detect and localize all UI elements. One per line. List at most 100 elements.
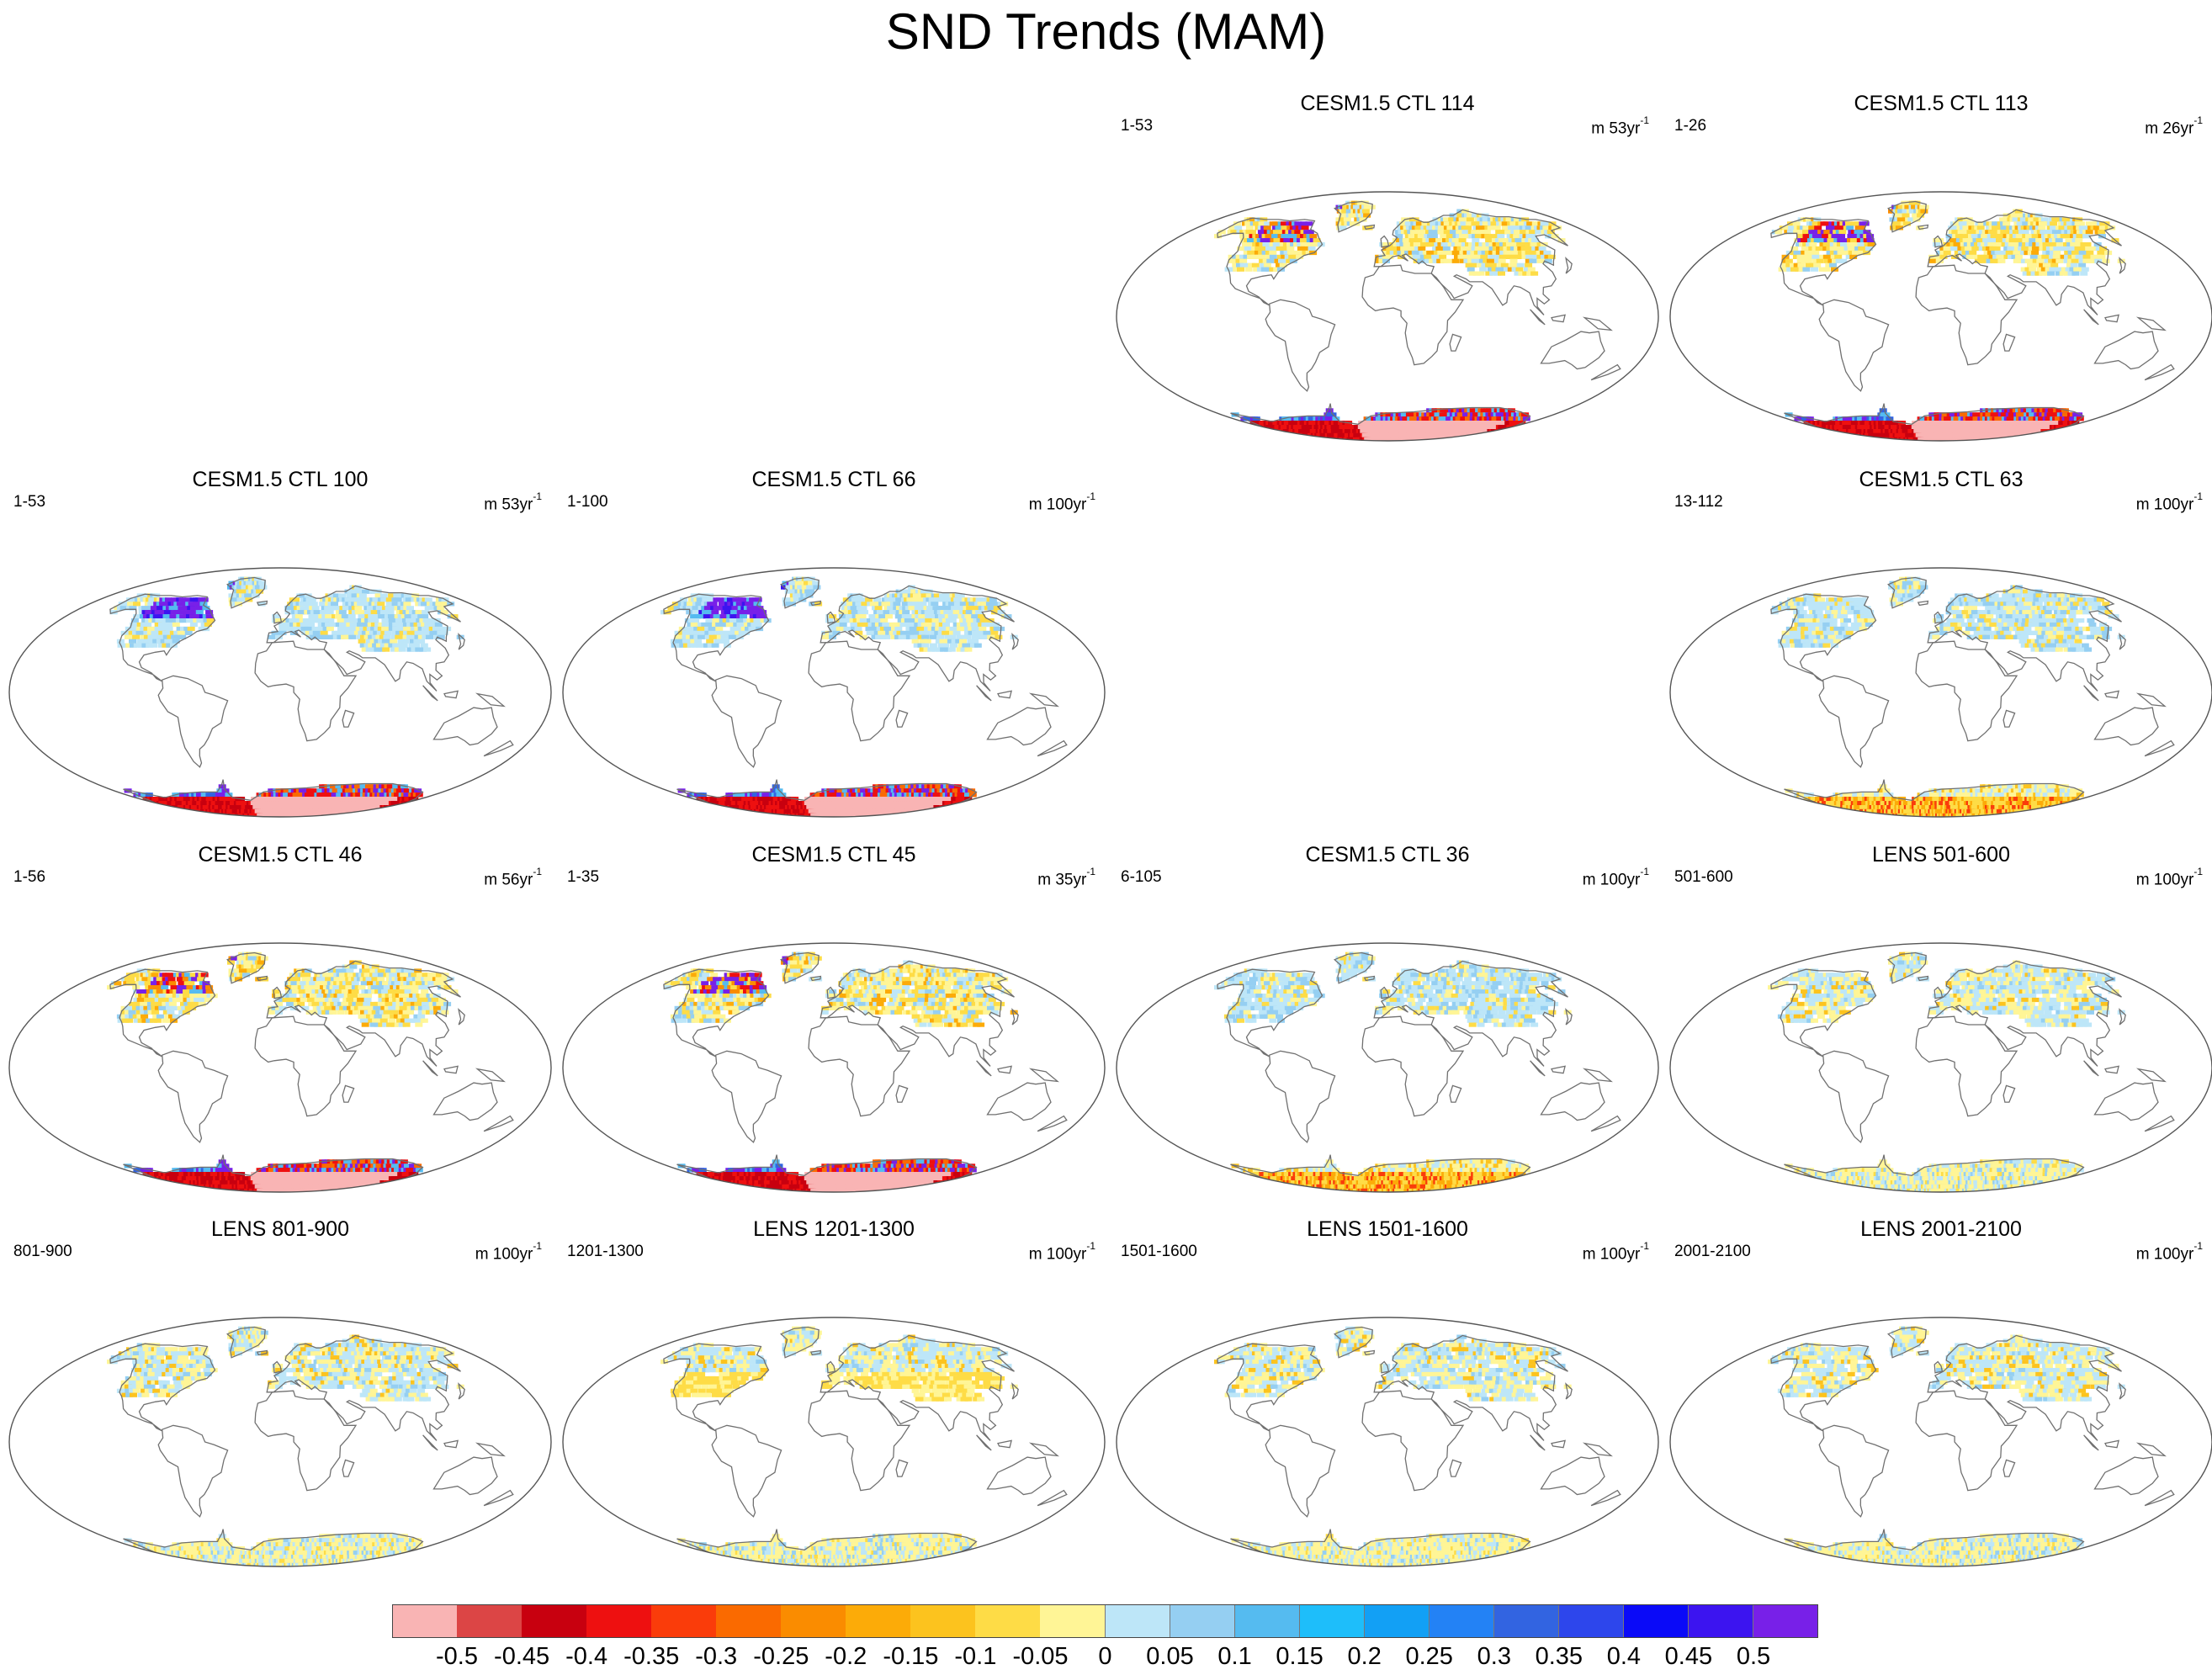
colorbar — [392, 1604, 1819, 1638]
panel-units-base: m 53yr — [1591, 119, 1640, 137]
panel-units-exponent: -1 — [1086, 866, 1095, 877]
panel-units-exponent: -1 — [1640, 1240, 1649, 1252]
panel-year-range: 2001-2100 — [1674, 1242, 1751, 1262]
colorbar-swatch — [457, 1604, 522, 1638]
panel-year-range: 1-53 — [13, 492, 45, 512]
colorbar-swatch — [1558, 1604, 1625, 1638]
coastlines — [1770, 951, 2175, 1192]
colorbar-tick-label: -0.1 — [954, 1642, 996, 1671]
panel-units-base: m 100yr — [1583, 871, 1641, 888]
panel-units-base: m 53yr — [484, 496, 533, 513]
globe-border — [8, 567, 552, 818]
colorbar-tick-label: -0.2 — [825, 1642, 867, 1671]
globe-border — [1116, 942, 1659, 1193]
panel-year-range: 801-900 — [13, 1242, 72, 1262]
coastlines — [663, 576, 1068, 817]
panel-units: m 56yr-1 — [484, 865, 542, 890]
panel-units: m 100yr-1 — [2136, 865, 2203, 890]
panel-units-base: m 100yr — [475, 1245, 533, 1263]
coastlines — [1770, 200, 2175, 441]
coastlines — [1217, 1326, 1621, 1566]
panel-year-range: 1501-1600 — [1121, 1242, 1197, 1262]
panel-title: LENS 501-600 — [1664, 842, 2212, 867]
panel-title: CESM1.5 CTL 63 — [1664, 467, 2212, 492]
panel-title: LENS 1201-1300 — [557, 1216, 1111, 1242]
panel-year-range: 1-56 — [13, 867, 45, 888]
map-globe — [562, 942, 1106, 1193]
panel-year-range: 501-600 — [1674, 867, 1733, 888]
panel-title: CESM1.5 CTL 66 — [557, 467, 1111, 492]
globe-border — [1116, 1317, 1659, 1567]
colorbar-tick-label: 0.1 — [1217, 1642, 1251, 1671]
colorbar-swatch — [1688, 1604, 1754, 1638]
panel-units: m 26yr-1 — [2145, 114, 2203, 139]
panel-units-base: m 100yr — [2136, 871, 2194, 888]
snow-trend-field — [109, 576, 464, 817]
panel-units: m 100yr-1 — [2136, 1239, 2203, 1264]
panel-units-exponent: -1 — [2193, 490, 2203, 502]
colorbar-tick-label: -0.05 — [1012, 1642, 1068, 1671]
colorbar-swatch — [716, 1604, 782, 1638]
colorbar-tick-label: -0.4 — [565, 1642, 607, 1671]
colorbar-swatch — [1623, 1604, 1690, 1638]
colorbar-swatch — [392, 1604, 458, 1638]
colorbar-tick-label: -0.45 — [494, 1642, 549, 1671]
panel-title: LENS 801-900 — [3, 1216, 557, 1242]
coastlines — [109, 951, 514, 1192]
colorbar-tick-label: 0.2 — [1348, 1642, 1382, 1671]
panel-year-range: 1-100 — [567, 492, 608, 512]
panel-units: m 53yr-1 — [484, 490, 542, 515]
colorbar-swatch — [975, 1604, 1041, 1638]
panel-units: m 100yr-1 — [475, 1239, 542, 1264]
colorbar-tick-label: 0.45 — [1665, 1642, 1712, 1671]
panel-units-base: m 100yr — [1029, 1245, 1087, 1263]
map-globe — [1669, 567, 2212, 818]
colorbar-tick-label: 0.15 — [1276, 1642, 1323, 1671]
globe-border — [562, 567, 1106, 818]
map-panel-ctl100: CESM1.5 CTL 100 1-53 m 53yr-1 — [3, 467, 557, 829]
globe-border — [1669, 1317, 2212, 1567]
panel-units-exponent: -1 — [533, 490, 542, 502]
globe-border — [1669, 942, 2212, 1193]
page-title: SND Trends (MAM) — [0, 2, 2212, 62]
panel-units-base: m 100yr — [2136, 496, 2194, 513]
colorbar-swatch — [1170, 1604, 1236, 1638]
coastlines — [1770, 1326, 2175, 1566]
panel-units-base: m 100yr — [2136, 1245, 2194, 1263]
map-globe — [8, 942, 552, 1193]
snow-trend-field — [660, 576, 1018, 817]
globe-border — [1669, 191, 2212, 442]
snow-trend-field — [663, 951, 1018, 1192]
colorbar-swatch — [1299, 1604, 1366, 1638]
colorbar-swatch — [1364, 1604, 1430, 1638]
globe-border — [1669, 567, 2212, 818]
panel-title: LENS 1501-1600 — [1111, 1216, 1664, 1242]
colorbar-swatch — [1040, 1604, 1106, 1638]
colorbar-swatch — [1493, 1604, 1560, 1638]
snow-trend-field — [1771, 200, 2125, 441]
colorbar-tick-label: -0.5 — [436, 1642, 478, 1671]
panel-units: m 53yr-1 — [1591, 114, 1649, 139]
coastlines — [1770, 576, 2175, 817]
snow-trend-field — [1214, 951, 1572, 1192]
colorbar-tick-label: 0.5 — [1737, 1642, 1770, 1671]
coastlines — [1217, 951, 1621, 1192]
panel-title: LENS 2001-2100 — [1664, 1216, 2212, 1242]
colorbar-swatch — [1429, 1604, 1495, 1638]
map-panel-lens2001: LENS 2001-2100 2001-2100 m 100yr-1 — [1664, 1216, 2212, 1578]
panel-units-exponent: -1 — [1640, 114, 1649, 126]
map-panel-lens801: LENS 801-900 801-900 m 100yr-1 — [3, 1216, 557, 1578]
panel-units-base: m 100yr — [1583, 1245, 1641, 1263]
map-panel-ctl113: CESM1.5 CTL 113 1-26 m 26yr-1 — [1664, 91, 2212, 453]
panel-title: CESM1.5 CTL 100 — [3, 467, 557, 492]
map-globe — [8, 567, 552, 818]
panel-units-exponent: -1 — [533, 866, 542, 877]
colorbar-swatch — [846, 1604, 911, 1638]
panel-units-exponent: -1 — [1086, 490, 1095, 502]
map-globe — [1116, 942, 1659, 1193]
globe-border — [562, 942, 1106, 1193]
panel-units-base: m 100yr — [1029, 496, 1087, 513]
map-globe — [562, 567, 1106, 818]
coastlines — [109, 1326, 514, 1566]
colorbar-swatch — [1753, 1604, 1819, 1638]
